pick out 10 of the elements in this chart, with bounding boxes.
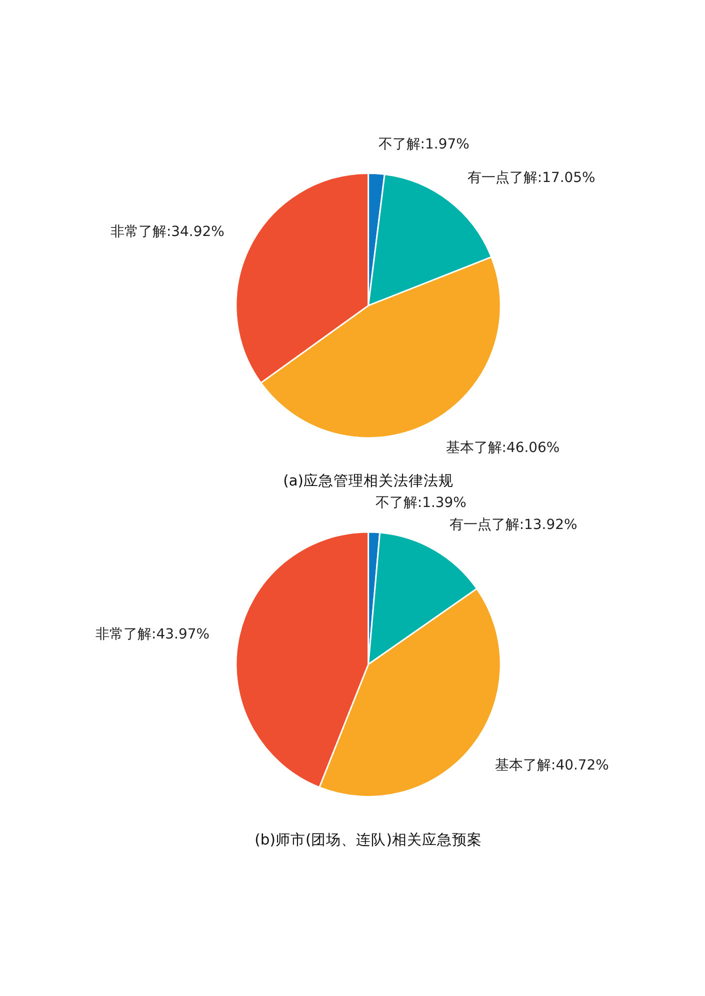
- text: (a)应急管理相关法律法规: [283, 472, 454, 490]
- text: (b)师市(团场、连队)相关应急预案: [254, 831, 482, 848]
- slice-label: 基本了解:40.72%: [495, 757, 609, 774]
- slice-label: 不了解:1.97%: [378, 136, 470, 153]
- slice-label: 非常了解:43.97%: [96, 626, 210, 642]
- slice-label: 有一点了解:13.92%: [449, 516, 578, 533]
- slice-label: 不了解:1.39%: [375, 495, 466, 512]
- slice-label: 基本了解:46.06%: [446, 440, 560, 456]
- slice-label: 非常了解:34.92%: [110, 224, 224, 240]
- slice-label: 有一点了解:17.05%: [467, 170, 596, 186]
